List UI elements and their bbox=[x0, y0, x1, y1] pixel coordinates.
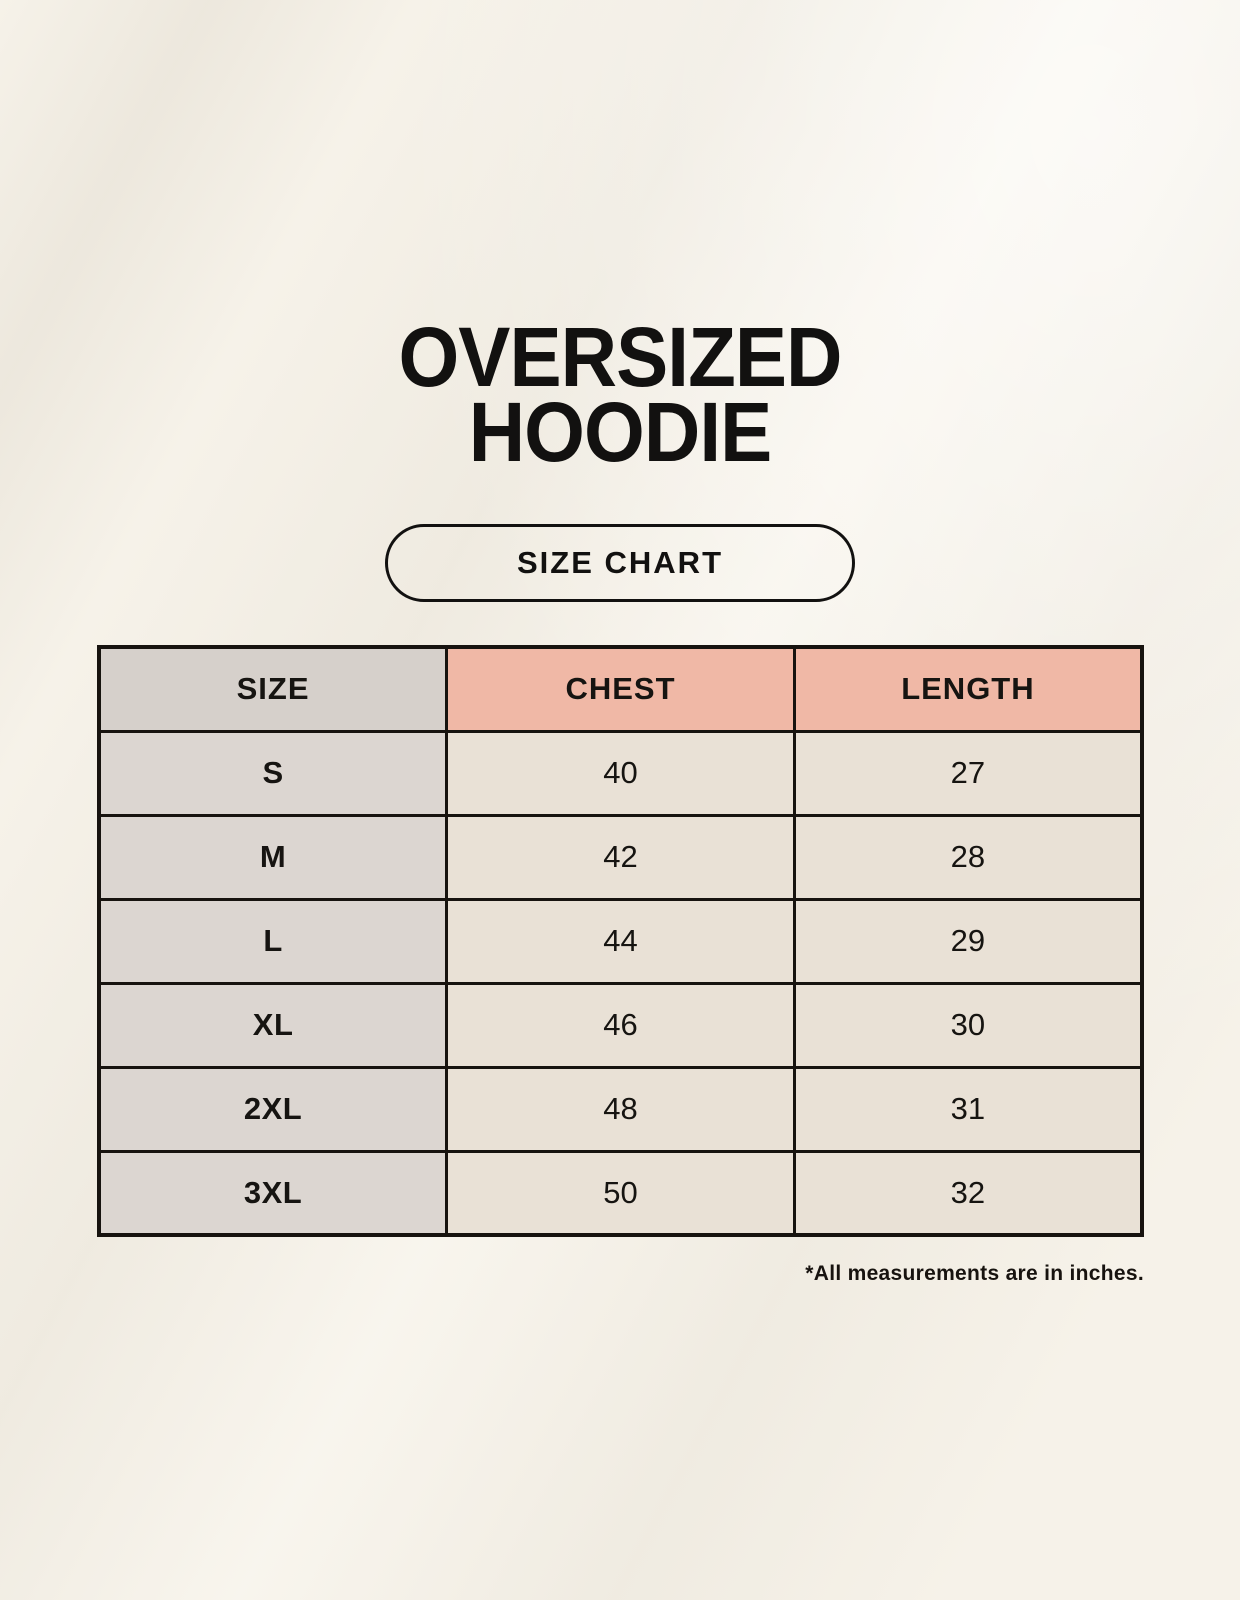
length-value: 27 bbox=[792, 729, 1144, 817]
size-label: L bbox=[97, 897, 449, 985]
length-value: 32 bbox=[792, 1149, 1144, 1237]
length-value: 31 bbox=[792, 1065, 1144, 1153]
column-header-size: SIZE bbox=[97, 645, 449, 733]
chest-value: 40 bbox=[445, 729, 796, 817]
table-row: XL 46 30 bbox=[97, 981, 1144, 1069]
column-header-length: LENGTH bbox=[792, 645, 1144, 733]
size-label: S bbox=[97, 729, 449, 817]
length-value: 28 bbox=[792, 813, 1144, 901]
table-row: S 40 27 bbox=[97, 729, 1144, 817]
size-table: SIZE CHEST LENGTH S 40 27 M 42 28 L 44 2… bbox=[97, 645, 1144, 1237]
page-title: OVERSIZED HOODIE bbox=[43, 310, 1196, 479]
size-label: 2XL bbox=[97, 1065, 449, 1153]
chest-value: 44 bbox=[445, 897, 796, 985]
table-row: 2XL 48 31 bbox=[97, 1065, 1144, 1153]
chest-value: 46 bbox=[445, 981, 796, 1069]
size-label: M bbox=[97, 813, 449, 901]
size-label: 3XL bbox=[97, 1149, 449, 1237]
column-header-chest: CHEST bbox=[445, 645, 796, 733]
chest-value: 48 bbox=[445, 1065, 796, 1153]
table-header-row: SIZE CHEST LENGTH bbox=[97, 645, 1144, 733]
page-title-line-2: HOODIE bbox=[468, 385, 773, 479]
table-row: 3XL 50 32 bbox=[97, 1149, 1144, 1237]
chest-value: 50 bbox=[445, 1149, 796, 1237]
chest-value: 42 bbox=[445, 813, 796, 901]
table-row: L 44 29 bbox=[97, 897, 1144, 985]
size-label: XL bbox=[97, 981, 449, 1069]
page-title-line-1: OVERSIZED bbox=[398, 310, 842, 404]
length-value: 30 bbox=[792, 981, 1144, 1069]
measurements-footnote: *All measurements are in inches. bbox=[805, 1262, 1144, 1285]
length-value: 29 bbox=[792, 897, 1144, 985]
size-chart-badge[interactable]: SIZE CHART bbox=[385, 524, 855, 602]
table-row: M 42 28 bbox=[97, 813, 1144, 901]
